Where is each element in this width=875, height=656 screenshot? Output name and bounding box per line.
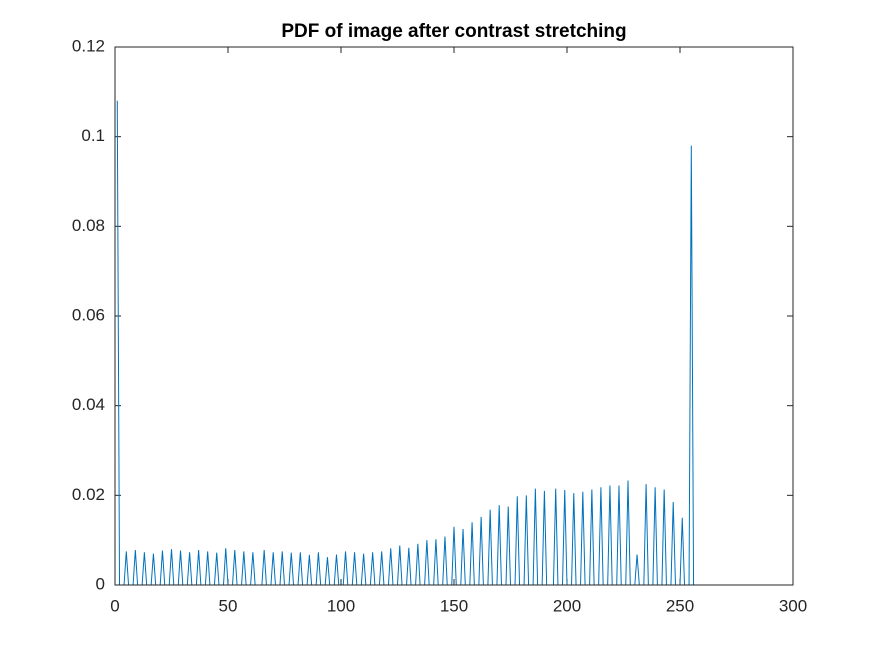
x-tick-label: 0 bbox=[110, 596, 119, 615]
x-tick-label: 100 bbox=[327, 596, 355, 615]
y-tick-label: 0.1 bbox=[81, 126, 105, 145]
x-tick-label: 300 bbox=[779, 596, 807, 615]
y-tick-label: 0.06 bbox=[72, 305, 105, 324]
x-tick-label: 250 bbox=[666, 596, 694, 615]
x-tick-label: 150 bbox=[440, 596, 468, 615]
y-tick-label: 0.04 bbox=[72, 395, 105, 414]
y-tick-label: 0.12 bbox=[72, 36, 105, 55]
x-tick-label: 50 bbox=[219, 596, 238, 615]
y-tick-label: 0.08 bbox=[72, 216, 105, 235]
x-tick-label: 200 bbox=[553, 596, 581, 615]
axes-box bbox=[114, 46, 794, 586]
y-tick-label: 0.02 bbox=[72, 485, 105, 504]
chart-title: PDF of image after contrast stretching bbox=[281, 21, 626, 42]
y-tick-label: 0 bbox=[96, 574, 105, 593]
